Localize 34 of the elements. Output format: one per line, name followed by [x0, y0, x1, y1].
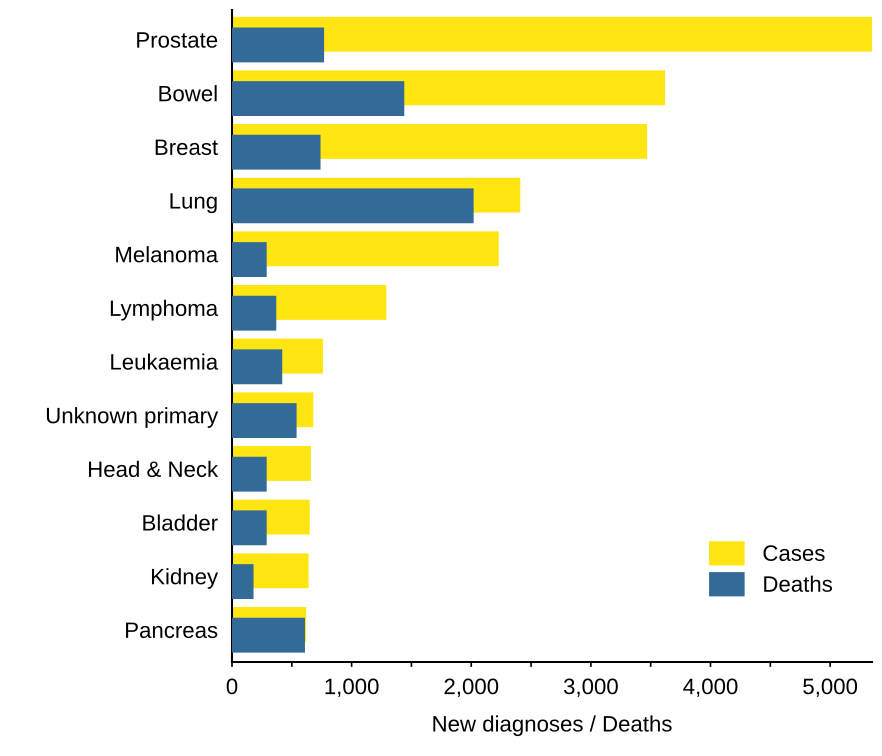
bar: [232, 403, 297, 438]
bar: [232, 134, 321, 170]
y-tick-label: Lymphoma: [110, 300, 218, 320]
bar: [232, 27, 324, 62]
y-tick-label: Kidney: [152, 568, 218, 589]
bar: [232, 618, 305, 653]
y-tick-label: Bowel: [159, 85, 217, 102]
bar: [232, 242, 267, 277]
y-tick-label: Bladder: [143, 514, 218, 531]
bar: [232, 349, 282, 384]
y-tick-label: Unknown primary: [46, 407, 218, 428]
bar: [232, 456, 267, 492]
y-tick-label: Leukaemia: [111, 353, 218, 370]
bar: [232, 510, 267, 546]
y-tick-label: Lung: [170, 193, 217, 214]
y-tick-label: Pancreas: [126, 622, 218, 638]
x-tick-label: 3,000: [564, 678, 618, 697]
bar: [232, 231, 499, 266]
x-tick-label: 0: [226, 678, 238, 694]
y-tick-label: Melanoma: [116, 246, 218, 262]
x-axis-title: New diagnoses / Deaths: [433, 715, 672, 736]
y-tick-label: Head & Neck: [89, 460, 218, 478]
x-tick-label: 5,000: [803, 678, 858, 697]
x-tick-label: 1,000: [326, 678, 379, 697]
x-tick-label: 2,000: [444, 678, 498, 697]
legend-label: Deaths: [764, 576, 832, 592]
bar: [232, 188, 474, 224]
bar: [232, 81, 404, 116]
legend-label: Cases: [764, 545, 825, 562]
y-tick-label: Prostate: [137, 32, 218, 48]
bar: [232, 296, 276, 331]
y-tick-label: Breast: [156, 140, 218, 156]
x-tick-label: 4,000: [683, 678, 738, 697]
bar: [232, 564, 254, 599]
